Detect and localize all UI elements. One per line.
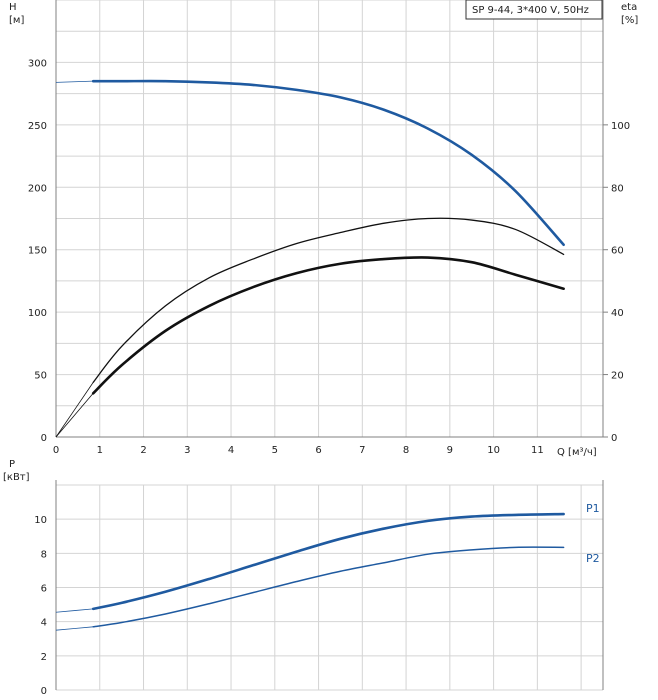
x-tick-label: 3 [184,445,190,456]
x-tick-label: 2 [140,445,146,456]
tick-labels: 0 1 2 3 4 5 6 7 8 9 10 1105010015020025030002040608… [28,58,630,697]
eta-tick-label: 60 [611,246,624,257]
bottom-chart-grid [55,480,604,691]
p1-curve-extension [55,608,94,613]
head-tick-label: 0 [41,433,47,444]
p2-curve [92,546,565,628]
p1-curve [91,512,565,611]
eta-tick-label: 0 [611,433,617,444]
eta-tick-label: 40 [611,308,624,319]
bottom-chart-series [55,512,565,631]
x-tick-label: 5 [272,445,278,456]
head-tick-label: 50 [34,371,47,382]
p1-series-label: P1 [586,502,600,515]
top-chart-grid [55,0,608,438]
power-axis-title: P [9,459,15,470]
eta-total-curve-extension [55,393,94,438]
eta-tick-label: 80 [611,183,624,194]
x-tick-label: 0 [53,445,59,456]
power-tick-label: 4 [41,618,47,629]
eta-tick-label: 20 [611,371,624,382]
eta-axis-unit: [%] [621,15,638,26]
eta-pump-curve [92,217,565,384]
eta-pump-curve-extension [55,382,94,438]
eta-total-curve [91,256,565,395]
x-tick-label: 11 [531,445,544,456]
head-tick-label: 200 [28,183,47,194]
head-tick-label: 250 [28,121,47,132]
flow-axis-title: Q [м³/ч] [557,447,597,458]
x-tick-label: 10 [487,445,500,456]
eta-tick-label: 100 [611,121,630,132]
power-axis-unit: [кВт] [3,472,30,483]
power-tick-label: 10 [34,515,47,526]
top-chart-series [55,79,565,438]
head-tick-label: 100 [28,308,47,319]
x-tick-label: 7 [359,445,365,456]
power-tick-label: 6 [41,584,47,595]
power-tick-label: 0 [41,686,47,697]
legend-text: SP 9-44, 3*400 V, 50Hz [472,5,589,16]
head-axis-unit: [м] [9,15,24,26]
p2-curve-extension [55,626,94,631]
head-axis-title: H [9,2,17,13]
x-tick-label: 1 [97,445,103,456]
x-tick-label: 9 [447,445,453,456]
p2-series-label: P2 [586,552,600,565]
x-tick-label: 4 [228,445,234,456]
eta-axis-title: eta [621,2,637,13]
head-tick-label: 150 [28,246,47,257]
power-tick-label: 8 [41,549,47,560]
head-curve [91,79,565,247]
x-tick-label: 8 [403,445,409,456]
legend-box [465,0,603,20]
x-tick-label: 6 [315,445,321,456]
power-tick-label: 2 [41,652,47,663]
head-curve-extension [55,80,94,83]
head-tick-label: 300 [28,58,47,69]
